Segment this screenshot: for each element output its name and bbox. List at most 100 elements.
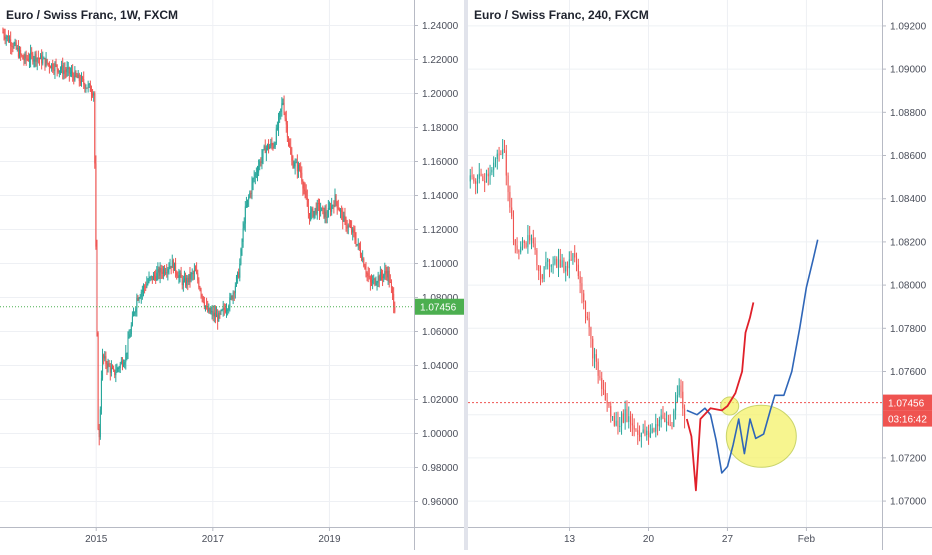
candle[interactable]: [671, 422, 673, 430]
candle[interactable]: [500, 150, 502, 155]
candle[interactable]: [364, 263, 366, 270]
candle[interactable]: [114, 369, 116, 379]
candle[interactable]: [606, 393, 608, 412]
candle[interactable]: [261, 149, 263, 170]
candle[interactable]: [476, 174, 479, 194]
candle[interactable]: [117, 366, 119, 373]
candle[interactable]: [539, 265, 542, 286]
candle[interactable]: [286, 120, 288, 143]
candle[interactable]: [393, 287, 395, 314]
candle[interactable]: [156, 266, 158, 282]
candle[interactable]: [168, 262, 170, 275]
candle[interactable]: [19, 46, 21, 59]
highlight-circle-small[interactable]: [720, 396, 740, 416]
candle[interactable]: [335, 194, 337, 207]
candle[interactable]: [185, 272, 187, 288]
candle[interactable]: [95, 155, 97, 250]
candle[interactable]: [3, 28, 5, 41]
candle[interactable]: [379, 266, 381, 281]
candle[interactable]: [509, 185, 511, 213]
candle[interactable]: [202, 295, 204, 304]
candle[interactable]: [347, 223, 349, 235]
candle[interactable]: [375, 276, 377, 286]
projection-path-blue[interactable]: [686, 239, 819, 474]
left-candlestick-chart[interactable]: 1.24000 1.22000 1.20000 1.18000 1.16000 1.140…: [0, 0, 464, 550]
candle[interactable]: [547, 257, 549, 270]
candle[interactable]: [78, 72, 80, 87]
candle[interactable]: [147, 278, 149, 286]
candle[interactable]: [125, 344, 127, 370]
candle[interactable]: [190, 271, 192, 283]
candle[interactable]: [213, 305, 215, 323]
candle[interactable]: [669, 414, 671, 427]
candle[interactable]: [51, 63, 53, 72]
candle[interactable]: [124, 359, 126, 369]
candle[interactable]: [85, 84, 87, 93]
candle[interactable]: [118, 365, 120, 373]
candle[interactable]: [675, 392, 677, 420]
candle[interactable]: [217, 309, 219, 330]
candle[interactable]: [113, 365, 115, 373]
candle[interactable]: [134, 311, 136, 317]
candle[interactable]: [221, 308, 223, 312]
candle[interactable]: [130, 322, 132, 337]
candle[interactable]: [24, 51, 26, 64]
candle[interactable]: [2, 27, 4, 34]
candle[interactable]: [12, 42, 14, 53]
candle[interactable]: [133, 307, 135, 317]
candle[interactable]: [570, 250, 572, 261]
candle[interactable]: [633, 418, 635, 437]
candle[interactable]: [590, 326, 592, 348]
candle[interactable]: [36, 57, 38, 71]
candle[interactable]: [104, 351, 106, 362]
candle[interactable]: [193, 263, 195, 280]
candle[interactable]: [183, 270, 185, 283]
candle[interactable]: [63, 62, 65, 80]
candle[interactable]: [33, 55, 35, 68]
candle[interactable]: [635, 428, 637, 432]
candle[interactable]: [75, 70, 77, 78]
candle[interactable]: [165, 267, 167, 276]
candle[interactable]: [126, 352, 128, 361]
candle[interactable]: [97, 331, 99, 431]
candle[interactable]: [334, 188, 336, 208]
candle[interactable]: [296, 154, 298, 179]
candle[interactable]: [5, 34, 7, 46]
candle[interactable]: [6, 35, 8, 42]
candle[interactable]: [315, 202, 317, 216]
candle[interactable]: [148, 271, 150, 284]
candle[interactable]: [511, 197, 513, 220]
candle[interactable]: [157, 262, 159, 281]
candle[interactable]: [191, 268, 193, 281]
candle[interactable]: [469, 168, 471, 189]
candle[interactable]: [177, 271, 179, 279]
candle[interactable]: [270, 138, 272, 149]
highlight-ellipse-large[interactable]: [725, 404, 797, 468]
candle[interactable]: [128, 329, 130, 339]
candle[interactable]: [179, 270, 181, 283]
candle[interactable]: [111, 364, 113, 370]
candle[interactable]: [525, 241, 527, 249]
candle[interactable]: [554, 255, 556, 266]
candle[interactable]: [292, 155, 294, 169]
candle[interactable]: [88, 82, 90, 89]
candle[interactable]: [648, 424, 650, 445]
candle[interactable]: [105, 351, 107, 370]
candle[interactable]: [484, 173, 486, 193]
candle[interactable]: [38, 57, 40, 66]
candle[interactable]: [259, 159, 261, 171]
candle[interactable]: [76, 72, 78, 79]
candle[interactable]: [116, 363, 118, 373]
candle[interactable]: [299, 162, 301, 172]
candle[interactable]: [280, 108, 282, 120]
candle[interactable]: [639, 425, 641, 442]
candle[interactable]: [349, 220, 351, 229]
candle[interactable]: [92, 89, 94, 98]
candle[interactable]: [348, 219, 350, 228]
candle[interactable]: [287, 136, 289, 147]
candle[interactable]: [538, 265, 540, 281]
candle[interactable]: [572, 253, 574, 265]
candle[interactable]: [331, 197, 333, 216]
candle[interactable]: [642, 423, 644, 434]
candle[interactable]: [357, 238, 359, 251]
